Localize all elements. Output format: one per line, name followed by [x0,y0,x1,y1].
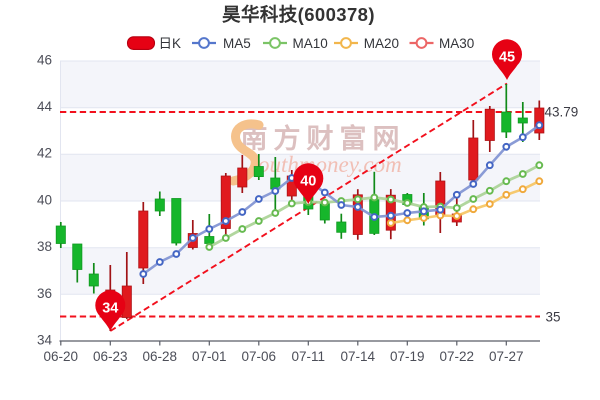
svg-text:06-23: 06-23 [93,349,128,364]
svg-text:MA10: MA10 [293,36,328,51]
svg-text:43.79: 43.79 [545,105,579,120]
svg-text:outhmoney.com: outhmoney.com [258,152,402,177]
svg-text:35: 35 [546,309,561,324]
svg-text:34: 34 [102,301,118,317]
svg-text:昊华科技(600378): 昊华科技(600378) [222,4,375,25]
svg-text:07-01: 07-01 [192,349,227,364]
svg-text:40: 40 [37,192,52,207]
svg-text:日K: 日K [159,36,182,51]
svg-text:45: 45 [499,50,515,66]
svg-text:06-20: 06-20 [44,349,79,364]
svg-text:MA20: MA20 [364,36,399,51]
svg-text:07-27: 07-27 [489,349,524,364]
svg-text:南方财富网: 南方财富网 [241,123,406,154]
svg-text:38: 38 [37,239,52,254]
svg-text:36: 36 [37,286,52,301]
svg-text:44: 44 [37,99,53,114]
svg-text:06-28: 06-28 [143,349,178,364]
svg-text:46: 46 [37,52,52,67]
svg-text:42: 42 [37,146,52,161]
svg-text:07-14: 07-14 [341,349,376,364]
svg-text:07-19: 07-19 [390,349,425,364]
svg-text:40: 40 [300,174,316,190]
svg-text:07-11: 07-11 [292,349,326,364]
svg-text:07-06: 07-06 [242,349,277,364]
svg-text:07-22: 07-22 [440,349,475,364]
svg-text:MA30: MA30 [439,36,474,51]
svg-text:34: 34 [37,332,53,347]
svg-text:MA5: MA5 [223,36,251,51]
